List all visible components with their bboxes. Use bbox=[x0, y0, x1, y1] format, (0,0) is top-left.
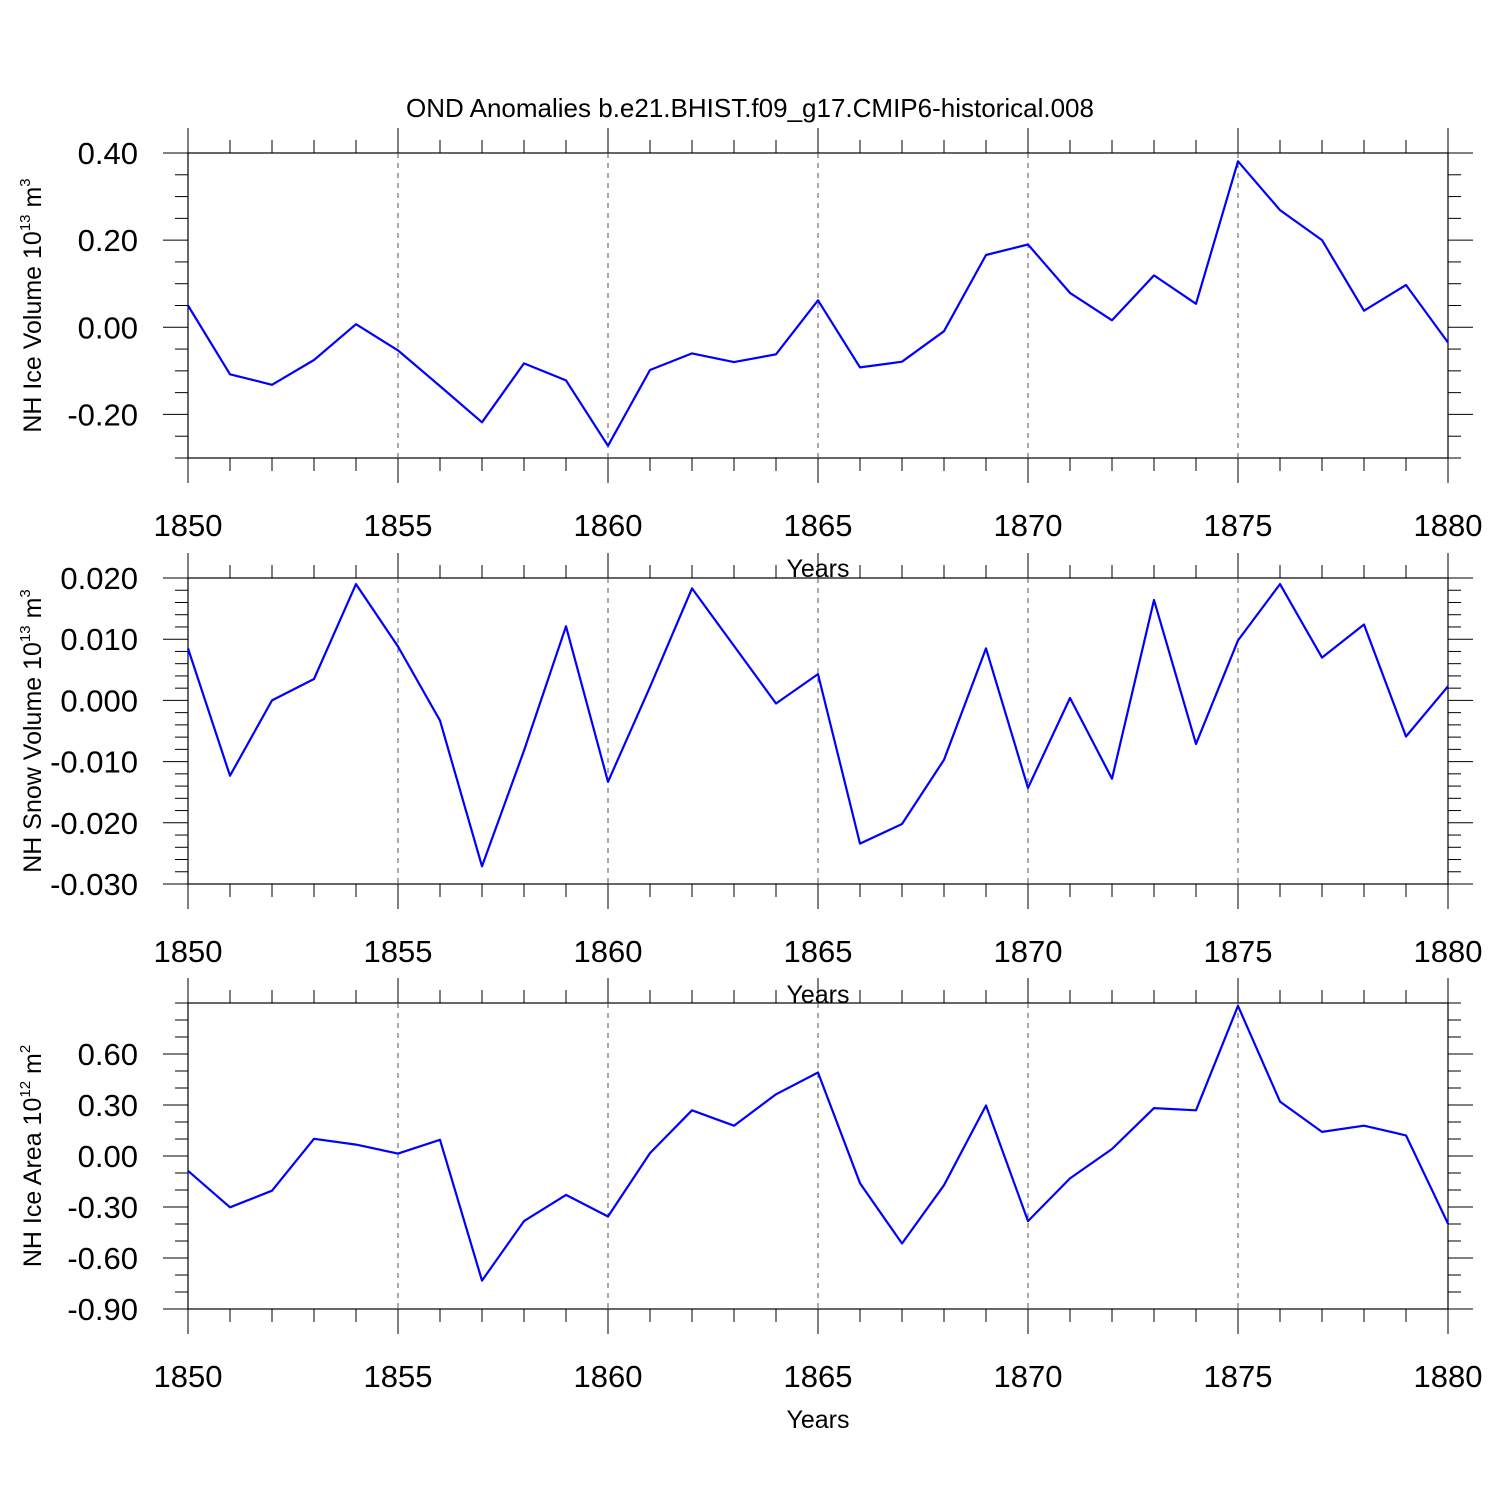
x-tick-label: 1855 bbox=[364, 508, 433, 543]
panels: -0.20 0.00 0.20 0.40 1850 1855 1860 1865 1870 187… bbox=[17, 128, 1482, 1434]
y-axis-label-text: NH Ice Area 10 bbox=[19, 1098, 47, 1268]
y-tick-label: 0.020 bbox=[60, 561, 138, 596]
x-tick-label: 1880 bbox=[1414, 1359, 1483, 1394]
y-tick-label: 0.000 bbox=[60, 683, 138, 718]
y-axis-label-superscript: 12 bbox=[17, 1081, 34, 1098]
panel-3: -0.90 -0.60 -0.30 0.00 0.30 0.60 1850 1855 1860 1… bbox=[17, 978, 1482, 1434]
x-tick-label: 1865 bbox=[784, 934, 853, 969]
x-tick-label: 1850 bbox=[154, 934, 223, 969]
series-line bbox=[187, 1004, 1449, 1282]
y-tick-label: 0.60 bbox=[78, 1037, 138, 1072]
y-tick-label: -0.90 bbox=[67, 1292, 138, 1327]
y-axis-label-unit: m bbox=[19, 598, 47, 626]
x-tick-label: 1860 bbox=[574, 508, 643, 543]
y-axis-label-superscript: 13 bbox=[17, 214, 34, 231]
x-tick-label: 1880 bbox=[1414, 934, 1483, 969]
x-tick-label: 1870 bbox=[994, 508, 1063, 543]
y-tick-label: -0.010 bbox=[50, 745, 138, 780]
y-tick-label: -0.020 bbox=[50, 806, 138, 841]
y-tick-label: 0.00 bbox=[78, 1139, 138, 1174]
y-axis-label: NH Ice Volume 1013 m3 bbox=[17, 178, 47, 432]
x-tick-label: 1860 bbox=[574, 934, 643, 969]
x-tick-label: 1850 bbox=[154, 508, 223, 543]
x-tick-label: 1850 bbox=[154, 1359, 223, 1394]
panel-1: -0.20 0.00 0.20 0.40 1850 1855 1860 1865 1870 187… bbox=[17, 128, 1482, 583]
y-axis-label: NH Ice Area 1012 m2 bbox=[17, 1045, 47, 1267]
y-axis-label-superscript: 3 bbox=[17, 178, 34, 186]
x-tick-label: 1855 bbox=[364, 1359, 433, 1394]
y-tick-label: 0.40 bbox=[78, 136, 138, 171]
x-tick-label: 1865 bbox=[784, 1359, 853, 1394]
y-tick-label: 0.20 bbox=[78, 223, 138, 258]
y-tick-label: 0.30 bbox=[78, 1088, 138, 1123]
x-tick-label: 1870 bbox=[994, 934, 1063, 969]
series-line bbox=[186, 582, 1449, 868]
y-tick-label: -0.20 bbox=[67, 397, 138, 432]
y-axis-label-text: NH Snow Volume 10 bbox=[19, 642, 47, 873]
y-tick-label: 0.010 bbox=[60, 622, 138, 657]
y-axis-label: NH Snow Volume 1013 m3 bbox=[17, 589, 47, 873]
x-tick-label: 1880 bbox=[1414, 508, 1483, 543]
y-axis-label-superscript: 2 bbox=[17, 1045, 34, 1053]
x-tick-label: 1875 bbox=[1204, 934, 1273, 969]
y-tick-label: 0.00 bbox=[78, 310, 138, 345]
y-axis-label-unit: m bbox=[19, 1053, 47, 1081]
chart-title: OND Anomalies b.e21.BHIST.f09_g17.CMIP6-… bbox=[406, 93, 1094, 123]
y-axis-label-superscript: 3 bbox=[17, 589, 34, 597]
y-tick-label: -0.030 bbox=[50, 867, 138, 902]
series-line bbox=[187, 160, 1449, 447]
y-tick-label: -0.60 bbox=[67, 1241, 138, 1276]
x-tick-label: 1860 bbox=[574, 1359, 643, 1394]
panel-2: -0.030 -0.020 -0.010 0.000 0.010 0.020 1850 185… bbox=[17, 553, 1482, 1009]
x-tick-label: 1875 bbox=[1204, 508, 1273, 543]
y-axis-label-unit: m bbox=[19, 187, 47, 215]
x-tick-label: 1865 bbox=[784, 508, 853, 543]
y-axis-label-text: NH Ice Volume 10 bbox=[19, 231, 47, 433]
y-tick-label: -0.30 bbox=[67, 1190, 138, 1225]
x-tick-label: 1855 bbox=[364, 934, 433, 969]
x-tick-label: 1875 bbox=[1204, 1359, 1273, 1394]
x-axis-label: Years bbox=[786, 1406, 849, 1434]
y-axis-label-superscript: 13 bbox=[17, 625, 34, 642]
x-tick-label: 1870 bbox=[994, 1359, 1063, 1394]
